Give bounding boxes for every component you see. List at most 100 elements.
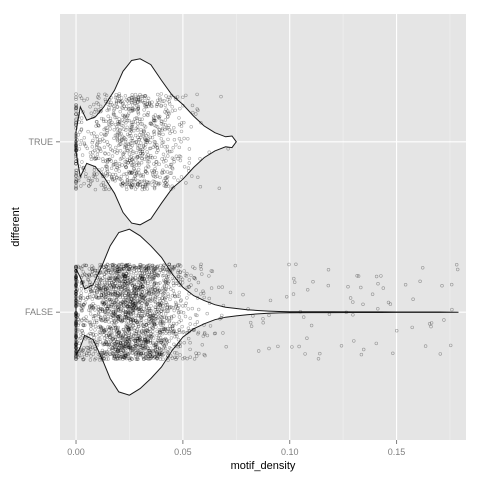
data-point <box>168 131 172 136</box>
data-point <box>74 342 78 347</box>
data-point <box>97 266 102 270</box>
data-point <box>139 263 143 267</box>
data-point <box>146 263 150 268</box>
data-point <box>149 154 153 158</box>
data-point <box>136 183 140 187</box>
data-point <box>127 327 132 331</box>
data-point <box>107 335 112 339</box>
data-point <box>130 93 134 97</box>
data-point <box>128 279 133 283</box>
data-point <box>138 119 142 124</box>
data-point <box>203 331 207 335</box>
data-point <box>155 150 159 155</box>
data-point <box>172 329 176 333</box>
data-point <box>74 301 78 305</box>
data-point <box>131 308 135 313</box>
data-point <box>155 125 160 129</box>
data-point <box>130 300 135 304</box>
data-point <box>136 100 140 104</box>
data-point <box>143 337 147 341</box>
data-point <box>99 355 104 359</box>
data-point <box>133 183 137 187</box>
data-point <box>107 268 111 272</box>
data-point <box>75 138 79 142</box>
data-point <box>166 350 171 354</box>
data-point <box>74 314 78 318</box>
data-point <box>105 140 109 144</box>
data-point <box>118 142 122 146</box>
data-point <box>105 174 109 178</box>
data-point <box>111 111 116 116</box>
data-point <box>140 156 144 161</box>
data-point <box>74 296 78 301</box>
data-point <box>94 120 99 124</box>
data-point <box>121 300 126 304</box>
data-point <box>158 268 162 272</box>
data-point <box>130 108 135 113</box>
data-point <box>118 340 123 344</box>
data-point <box>199 267 203 271</box>
data-point <box>88 347 93 351</box>
data-point <box>126 113 130 117</box>
data-point <box>127 142 132 147</box>
data-point <box>143 331 148 335</box>
data-point <box>170 184 174 188</box>
data-point <box>141 100 146 105</box>
data-point <box>139 352 144 356</box>
data-point <box>187 285 191 289</box>
data-point <box>96 108 101 112</box>
data-point <box>110 263 114 267</box>
data-point <box>87 274 92 278</box>
data-point <box>182 136 186 141</box>
data-point <box>79 281 84 285</box>
data-point <box>127 293 131 298</box>
data-point <box>139 274 143 278</box>
data-point <box>159 104 163 108</box>
data-point <box>74 117 78 121</box>
data-point <box>154 281 158 286</box>
data-point <box>167 316 171 320</box>
data-point <box>146 113 150 118</box>
data-point <box>134 302 138 307</box>
data-point <box>127 278 131 282</box>
data-point <box>78 295 82 300</box>
data-point <box>140 344 144 348</box>
data-point <box>114 281 118 285</box>
data-point <box>92 172 97 177</box>
data-point <box>96 285 100 289</box>
data-point <box>140 184 145 189</box>
data-point <box>168 102 172 106</box>
data-point <box>140 280 144 284</box>
data-point <box>131 347 136 351</box>
data-point <box>74 335 78 340</box>
data-point <box>156 182 161 187</box>
data-point <box>74 181 78 186</box>
data-point <box>449 343 453 348</box>
data-point <box>155 356 159 360</box>
data-point <box>119 138 124 142</box>
data-point <box>74 180 78 185</box>
data-point <box>169 287 173 291</box>
data-point <box>126 296 130 300</box>
data-point <box>128 358 132 362</box>
data-point <box>170 105 174 109</box>
data-point <box>78 296 83 301</box>
data-point <box>106 303 111 307</box>
data-point <box>120 318 125 323</box>
data-point <box>107 187 111 192</box>
data-point <box>140 309 145 314</box>
data-point <box>104 133 108 137</box>
data-point <box>146 153 150 157</box>
data-point <box>125 175 130 179</box>
data-point <box>120 118 125 122</box>
data-point <box>129 141 133 146</box>
data-point <box>126 336 131 340</box>
data-point <box>74 312 78 316</box>
data-point <box>92 131 96 135</box>
data-point <box>158 338 163 343</box>
data-point <box>139 179 144 184</box>
data-point <box>185 271 189 276</box>
data-point <box>87 308 91 312</box>
data-point <box>121 273 126 277</box>
data-point <box>120 163 124 167</box>
